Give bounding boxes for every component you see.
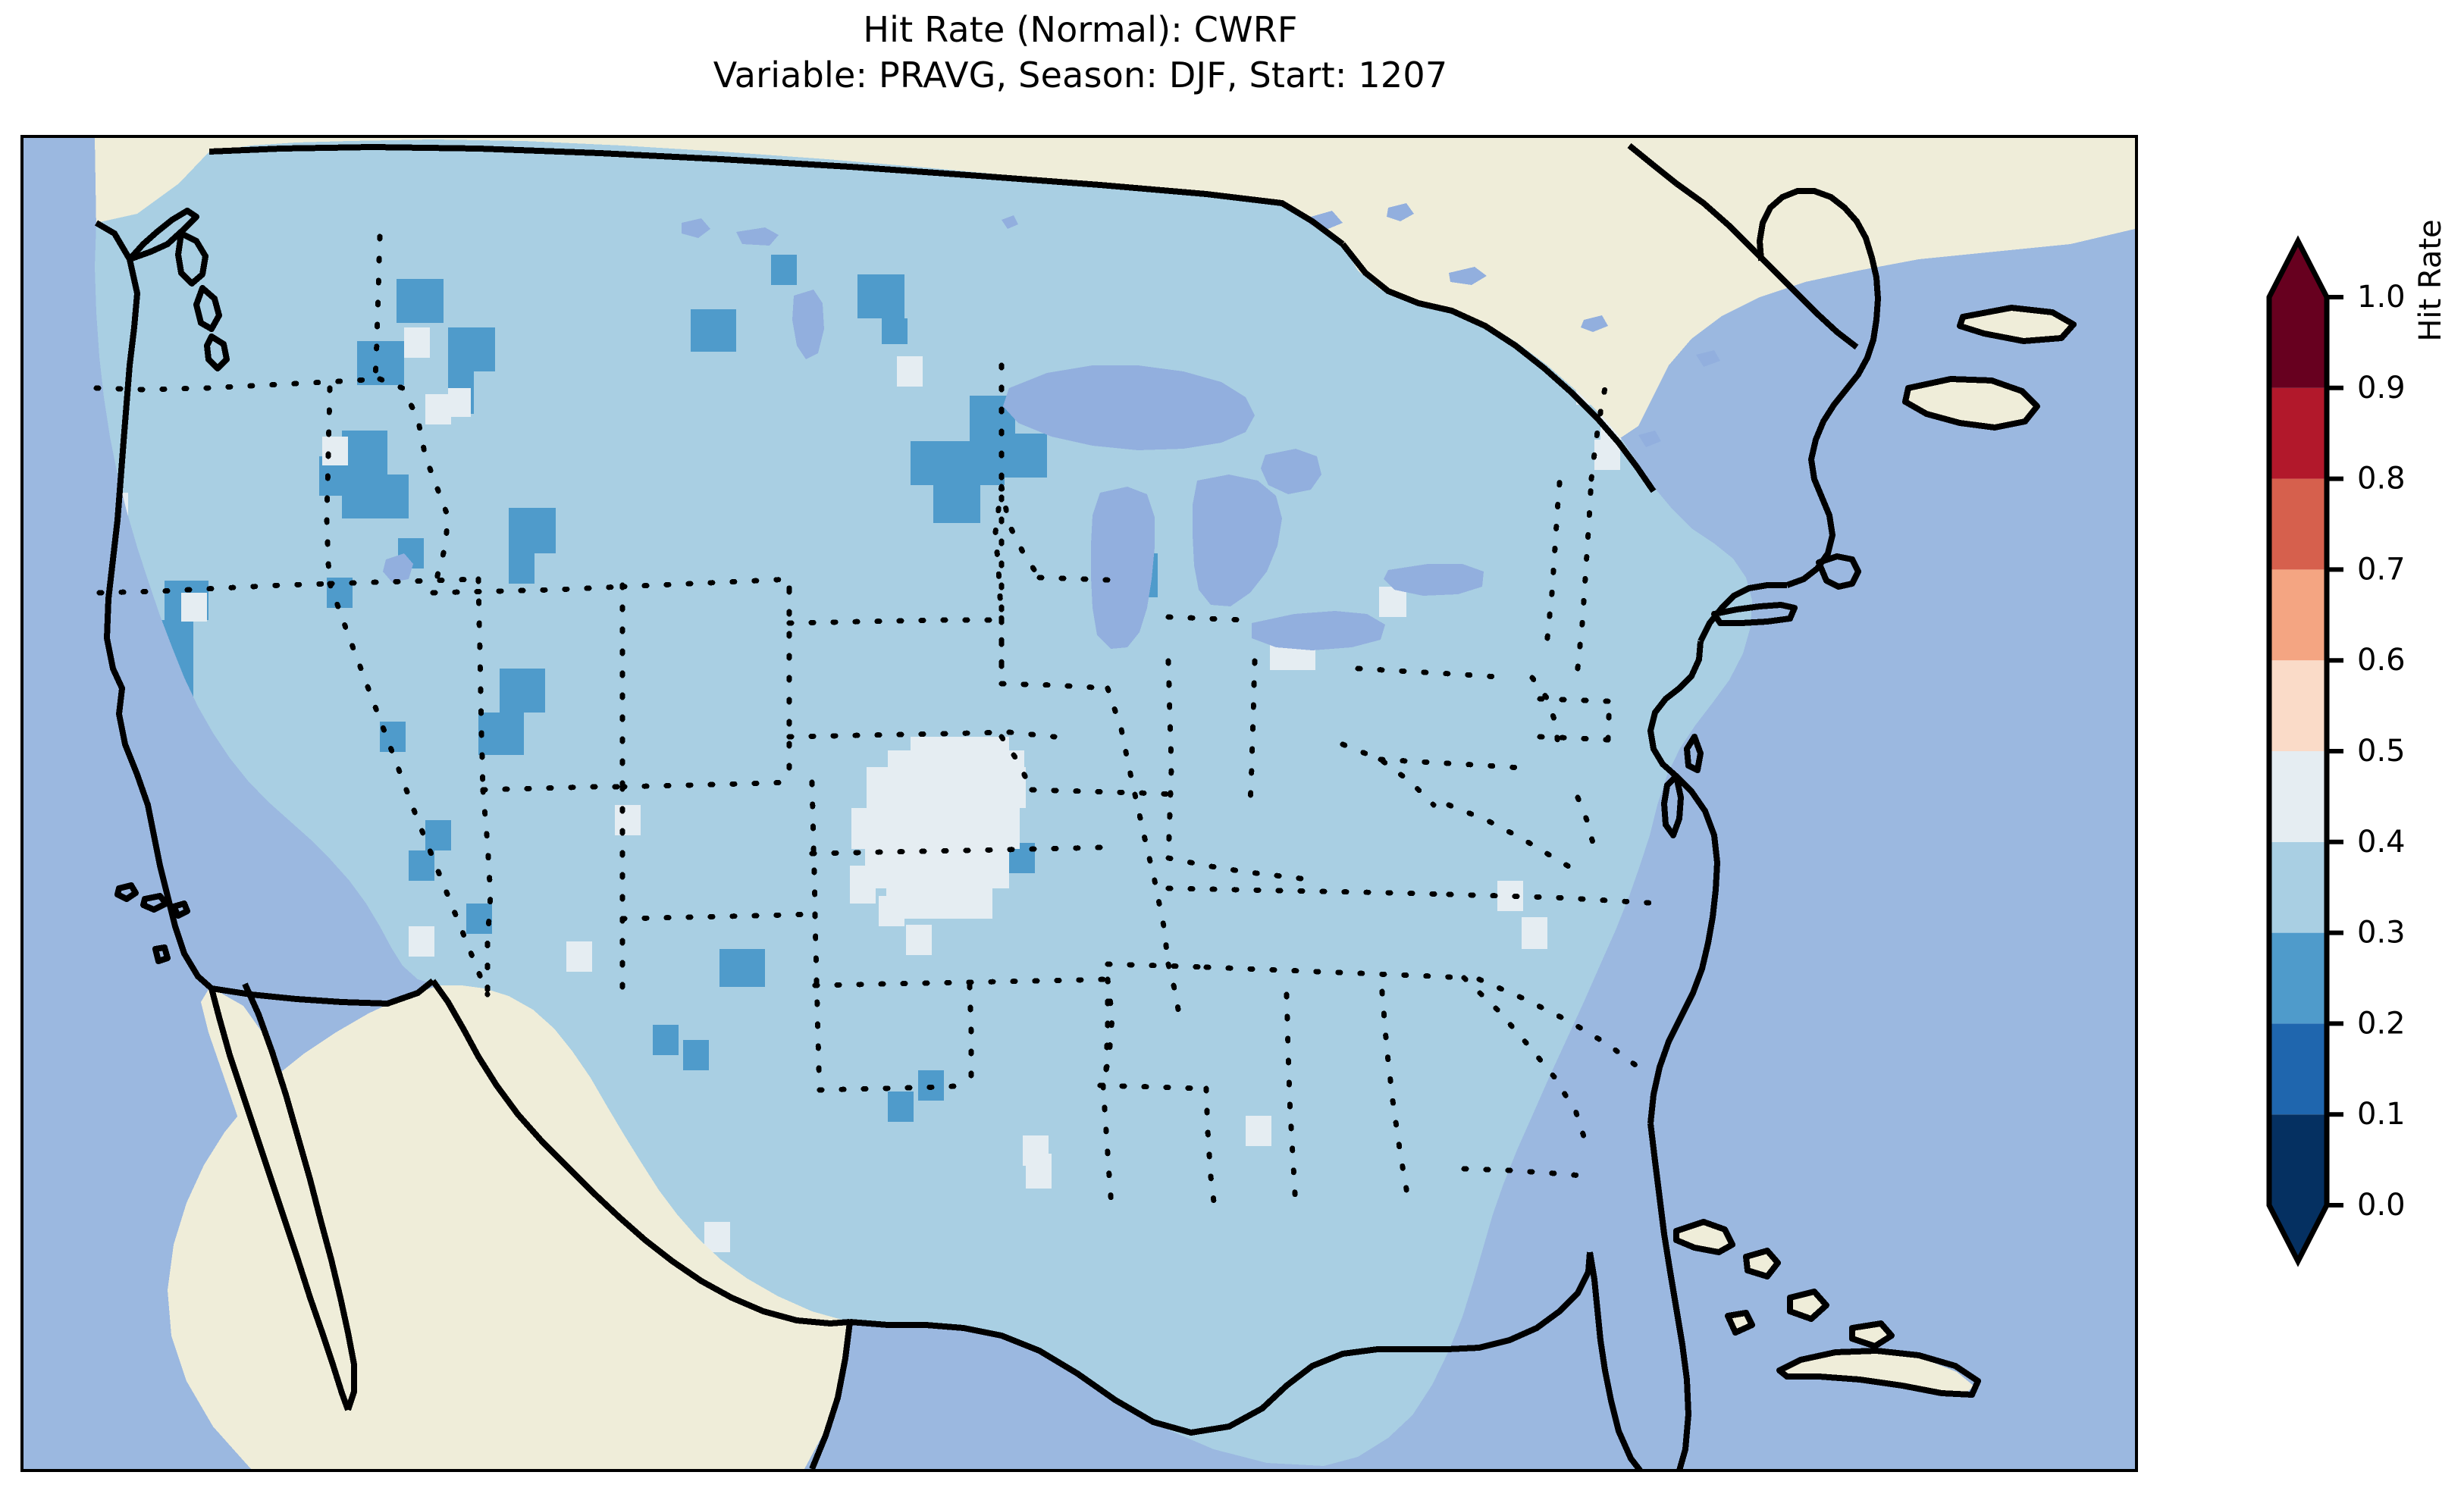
colorbar-tick-label: 0.6 <box>2357 643 2406 678</box>
colorbar-ticks <box>2327 295 2343 1207</box>
colorbar-tick-label: 0.3 <box>2357 916 2406 951</box>
colorbar-swatch <box>2269 478 2327 570</box>
colorbar-tick-label: 0.7 <box>2357 552 2406 587</box>
colorbar-tick-label: 0.9 <box>2357 371 2406 406</box>
colorbar-swatch <box>2269 841 2327 933</box>
colorbar-tick-label: 1.0 <box>2357 280 2406 315</box>
colorbar-extend-max-arrow <box>2269 241 2327 297</box>
colorbar-tick-label: 0.4 <box>2357 825 2406 860</box>
colorbar-swatch <box>2269 297 2327 388</box>
coastlines <box>94 143 2077 1469</box>
colorbar-swatch <box>2269 751 2327 842</box>
colorbar-tick-label: 0.5 <box>2357 734 2406 769</box>
colorbar-swatch <box>2269 932 2327 1024</box>
colorbar-swatches <box>2269 241 2327 1261</box>
conus-hit-rate-map <box>24 138 2135 1469</box>
colorbar-swatch <box>2269 569 2327 661</box>
colorbar-extend-min-arrow <box>2269 1205 2327 1261</box>
chart-title-line-2: Variable: PRAVG, Season: DJF, Start: 120… <box>713 54 1448 96</box>
colorbar-tick-label: 0.8 <box>2357 462 2406 496</box>
colorbar-swatch <box>2269 1114 2327 1205</box>
colorbar-swatch <box>2269 387 2327 479</box>
colorbar-tick-label: 0.0 <box>2357 1188 2406 1223</box>
chart-title-line-1: Hit Rate (Normal): CWRF <box>863 9 1298 50</box>
colorbar-swatch <box>2269 660 2327 751</box>
colorbar-tick-labels: 1.0 0.9 0.8 0.7 0.6 0.5 0.4 0.3 0.2 0.1 0.0 <box>2357 280 2406 1223</box>
colorbar-axis-label: Hit Rate <box>2413 219 2448 342</box>
colorbar-swatch <box>2269 1023 2327 1115</box>
chart-title-block: Hit Rate (Normal): CWRF Variable: PRAVG,… <box>0 8 2161 99</box>
colorbar-svg: 1.0 0.9 0.8 0.7 0.6 0.5 0.4 0.3 0.2 0.1 0.0 <box>2266 235 2406 1267</box>
map-axes <box>20 135 2138 1472</box>
great-lakes <box>383 203 1720 650</box>
colorbar: 1.0 0.9 0.8 0.7 0.6 0.5 0.4 0.3 0.2 0.1 0.0 Hit Ra… <box>2263 219 2448 1273</box>
colorbar-tick-label: 0.2 <box>2357 1006 2406 1041</box>
hit-rate-data-field <box>24 138 2135 1469</box>
colorbar-tick-label: 0.1 <box>2357 1097 2406 1132</box>
state-boundaries <box>93 233 1664 1217</box>
